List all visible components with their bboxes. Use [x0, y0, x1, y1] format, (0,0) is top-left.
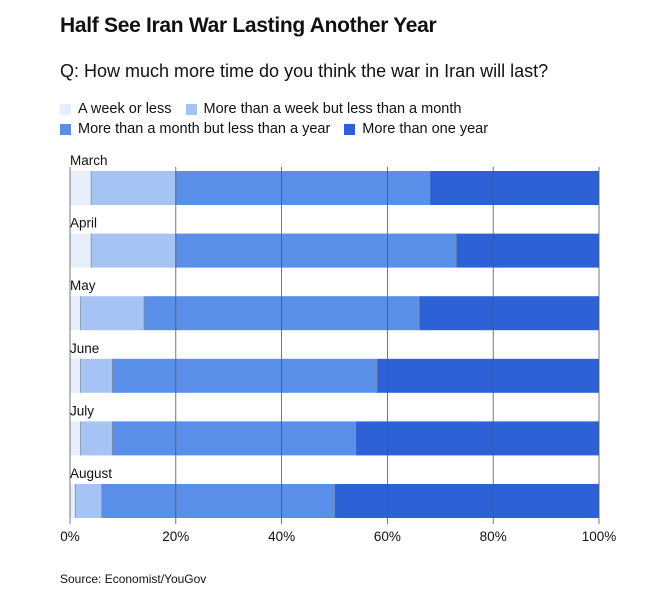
- legend-item-month-to-year: More than a month but less than a year: [60, 121, 330, 137]
- category-label-april: April: [70, 216, 97, 231]
- category-label-august: August: [70, 466, 112, 481]
- legend-item-week-or-less: A week or less: [60, 101, 172, 117]
- category-label-june: June: [70, 341, 99, 356]
- legend: A week or less More than a week but less…: [60, 99, 502, 139]
- legend-item-more-than-year: More than one year: [344, 121, 488, 137]
- bar-segment-march-3: [429, 171, 599, 205]
- bar-segment-july-0: [70, 421, 81, 456]
- legend-row-1: A week or less More than a week but less…: [60, 99, 502, 119]
- legend-label: More than a month but less than a year: [78, 121, 331, 137]
- bar-segment-july-1: [80, 421, 113, 456]
- bar-segment-march-0: [70, 171, 92, 205]
- legend-label: A week or less: [78, 101, 172, 117]
- category-label-may: May: [70, 278, 96, 293]
- legend-label: More than a week but less than a month: [203, 101, 462, 117]
- legend-item-week-to-month: More than a week but less than a month: [185, 101, 462, 117]
- bar-segment-april-0: [70, 233, 92, 268]
- bar-segment-april-3: [456, 233, 599, 268]
- bar-segment-july-2: [112, 421, 356, 456]
- x-tick-label: 40%: [268, 529, 295, 544]
- bar-segment-may-0: [70, 296, 81, 331]
- bar-segment-may-1: [80, 296, 145, 331]
- x-tick-label: 100%: [582, 529, 617, 544]
- source-note: Source: Economist/YouGov: [60, 572, 207, 586]
- x-tick-label: 60%: [374, 529, 401, 544]
- legend-swatch: [185, 103, 197, 115]
- x-tick-label: 0%: [60, 529, 80, 544]
- bar-segment-august-3: [334, 484, 599, 518]
- bar-segment-june-1: [80, 358, 113, 393]
- bar-segment-march-2: [175, 171, 430, 205]
- bar-segment-may-3: [419, 296, 599, 331]
- bar-segment-june-0: [70, 358, 81, 393]
- chart-title: Half See Iran War Lasting Another Year: [60, 14, 437, 37]
- bar-segment-august-0: [70, 484, 76, 518]
- legend-label: More than one year: [362, 121, 489, 137]
- legend-swatch: [344, 123, 356, 135]
- chart-subtitle: Q: How much more time do you think the w…: [60, 61, 549, 81]
- legend-swatch: [60, 103, 71, 115]
- x-tick-label: 20%: [162, 529, 189, 544]
- x-tick-label: 80%: [480, 529, 507, 544]
- bar-segment-august-2: [101, 484, 335, 518]
- bar-segment-june-3: [376, 358, 599, 393]
- legend-swatch: [60, 123, 71, 135]
- legend-row-2: More than a month but less than a year M…: [60, 119, 502, 139]
- bar-segment-april-2: [175, 233, 457, 268]
- category-label-march: March: [70, 153, 108, 168]
- bar-segment-july-3: [355, 421, 599, 456]
- bar-segment-march-1: [91, 171, 176, 205]
- bar-segment-april-1: [91, 233, 176, 268]
- category-label-july: July: [70, 403, 94, 418]
- bar-segment-june-2: [112, 358, 377, 393]
- bar-segment-august-1: [75, 484, 102, 518]
